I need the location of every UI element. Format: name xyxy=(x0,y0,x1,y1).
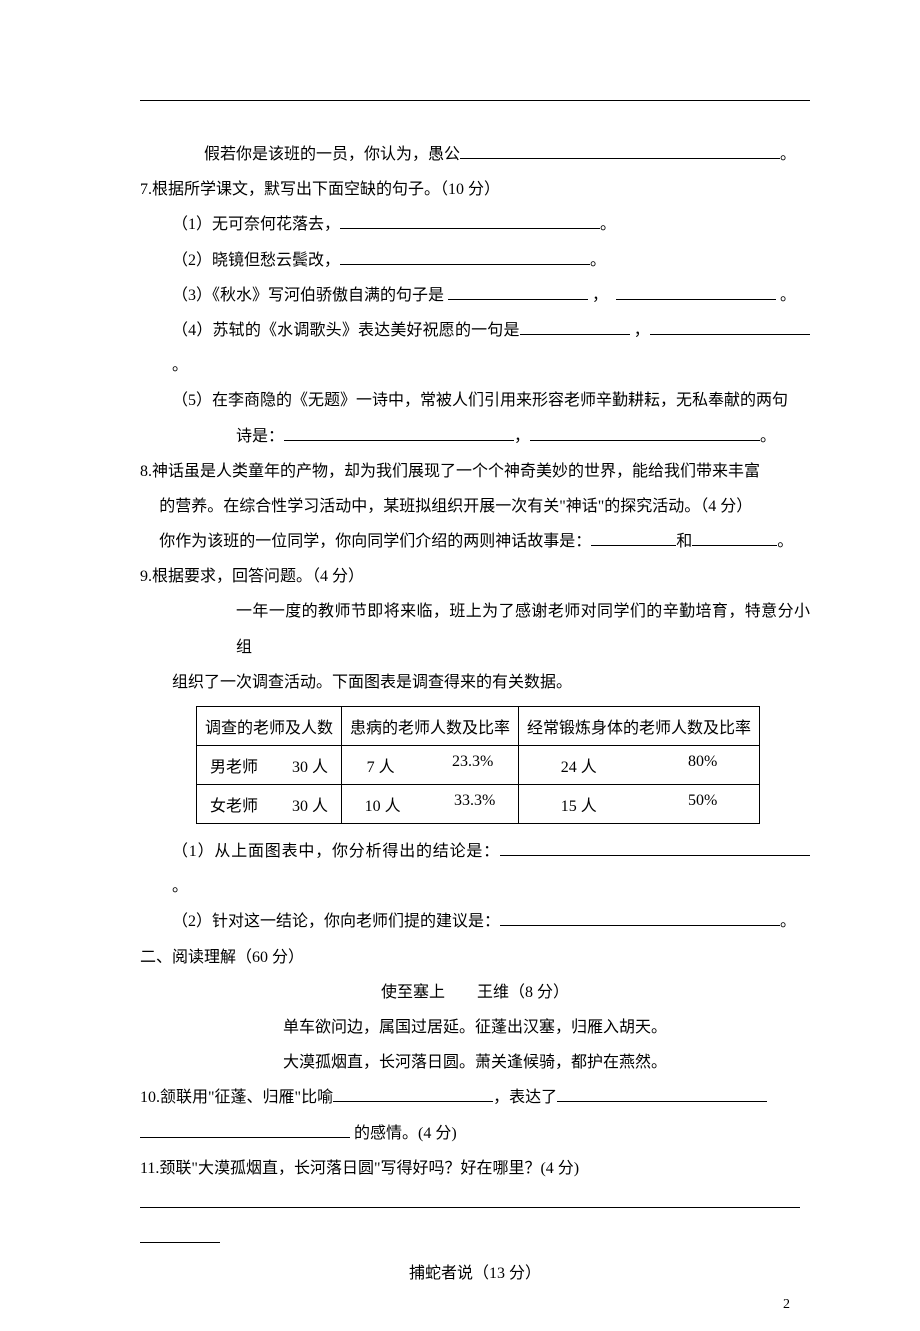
q8-l2: 的营养。在综合性学习活动中，某班拟组织开展一次有关"神话"的探究活动。（4 分） xyxy=(140,489,810,524)
blank xyxy=(340,212,600,229)
v: 50% xyxy=(688,792,717,816)
v: 80% xyxy=(688,753,717,777)
q7-1: （1）无可奈何花落去，。 xyxy=(140,207,810,242)
q7-4: （4）苏轼的《水调歌头》表达美好祝愿的一句是 ， 。 xyxy=(140,313,810,383)
v: 10 人 xyxy=(365,792,401,816)
q9-s2-text: （2）针对这一结论，你向老师们提的建议是： xyxy=(172,913,500,930)
blank xyxy=(530,424,760,441)
v: 24 人 xyxy=(561,753,597,777)
q9-p2: 组织了一次调查活动。下面图表是调查得来的有关数据。 xyxy=(140,665,810,700)
q7-3-text: （3）《秋水》写河伯骄傲自满的句子是 xyxy=(172,287,444,304)
q8-l3: 你作为该班的一位同学，你向同学们介绍的两则神话故事是：和。 xyxy=(140,524,810,559)
q8-l3a: 你作为该班的一位同学，你向同学们介绍的两则神话故事是： xyxy=(159,533,591,550)
cell: 15 人 50% xyxy=(519,785,760,824)
v: 23.3% xyxy=(452,753,493,777)
blank xyxy=(616,283,776,300)
table-row: 女老师 30 人 10 人 33.3% 15 人 50% xyxy=(197,785,760,824)
v: 男老师 xyxy=(210,753,258,777)
v: 30 人 xyxy=(292,753,328,777)
v: 女老师 xyxy=(210,792,258,816)
blank xyxy=(140,1226,220,1243)
blank xyxy=(650,318,810,335)
q7-5b: 诗是：，。 xyxy=(140,419,810,454)
passage-2-title: 捕蛇者说（13 分） xyxy=(140,1256,810,1291)
q7-5a: （5）在李商隐的《无题》一诗中，常被人们引用来形容老师辛勤耕耘，无私奉献的两句 xyxy=(140,383,810,418)
table-row: 调查的老师及人数 患病的老师人数及比率 经常锻炼身体的老师人数及比率 xyxy=(197,707,760,746)
q7-4-text: （4）苏轼的《水调歌头》表达美好祝愿的一句是 xyxy=(172,322,520,339)
q10-b: ，表达了 xyxy=(493,1089,557,1106)
cell: 男老师 30 人 xyxy=(197,746,342,785)
q7-2-text: （2）晓镜但愁云鬓改， xyxy=(172,252,340,269)
q8-l3b: 和 xyxy=(676,533,692,550)
v: 7 人 xyxy=(367,753,395,777)
v: 15 人 xyxy=(561,792,597,816)
header-rule xyxy=(140,100,810,101)
th-3: 经常锻炼身体的老师人数及比率 xyxy=(519,707,760,746)
blank xyxy=(500,839,810,856)
cell: 女老师 30 人 xyxy=(197,785,342,824)
q7-3: （3）《秋水》写河伯骄傲自满的句子是 ， 。 xyxy=(140,278,810,313)
q9-s1-text: （1）从上面图表中，你分析得出的结论是： xyxy=(172,843,500,860)
poem-l1: 单车欲问边，属国过居延。征蓬出汉塞，归雁入胡天。 xyxy=(140,1010,810,1045)
q10-a: 10.颔联用"征蓬、归雁"比喻 xyxy=(140,1089,333,1106)
blank xyxy=(340,248,590,265)
q9-table: 调查的老师及人数 患病的老师人数及比率 经常锻炼身体的老师人数及比率 男老师 30… xyxy=(140,706,810,824)
q10-c: 的感情。(4 分) xyxy=(350,1125,457,1142)
q10-cont: 的感情。(4 分) xyxy=(140,1116,810,1151)
q7-1-text: （1）无可奈何花落去， xyxy=(172,216,340,233)
blank xyxy=(333,1085,493,1102)
q8-l1: 8.神话虽是人类童年的产物，却为我们展现了一个个神奇美妙的世界，能给我们带来丰富 xyxy=(140,454,810,489)
blank xyxy=(460,142,780,159)
q11: 11.颈联"大漠孤烟直，长河落日圆"写得好吗？好在哪里？(4 分) xyxy=(140,1151,810,1186)
blank xyxy=(557,1085,767,1102)
q9-s1: （1）从上面图表中，你分析得出的结论是：。 xyxy=(140,834,810,904)
poem-l2: 大漠孤烟直，长河落日圆。萧关逢候骑，都护在燕然。 xyxy=(140,1045,810,1080)
blank xyxy=(140,1121,350,1138)
q7-5b-text: 诗是： xyxy=(236,428,284,445)
q10: 10.颔联用"征蓬、归雁"比喻 ，表达了 xyxy=(140,1080,810,1115)
section-2: 二、阅读理解（60 分） xyxy=(140,940,810,975)
q11-answer-line2 xyxy=(140,1221,810,1256)
q9-p1: 一年一度的教师节即将来临，班上为了感谢老师对同学们的辛勤培育，特意分小组 xyxy=(140,594,810,664)
intro-line: 假若你是该班的一员，你认为，愚公。 xyxy=(140,137,810,172)
q9-s2: （2）针对这一结论，你向老师们提的建议是：。 xyxy=(140,904,810,939)
q11-answer-line xyxy=(140,1186,810,1221)
cell: 7 人 23.3% xyxy=(342,746,519,785)
page-number: 2 xyxy=(783,1297,790,1313)
blank xyxy=(284,424,514,441)
cell: 24 人 80% xyxy=(519,746,760,785)
th-2: 患病的老师人数及比率 xyxy=(342,707,519,746)
blank xyxy=(448,283,588,300)
table-row: 男老师 30 人 7 人 23.3% 24 人 80% xyxy=(197,746,760,785)
q7-stem: 7.根据所学课文，默写出下面空缺的句子。（10 分） xyxy=(140,172,810,207)
blank xyxy=(140,1191,800,1208)
blank xyxy=(520,318,630,335)
blank xyxy=(591,529,676,546)
th-1: 调查的老师及人数 xyxy=(197,707,342,746)
cell: 10 人 33.3% xyxy=(342,785,519,824)
v: 30 人 xyxy=(292,792,328,816)
blank xyxy=(692,529,777,546)
v: 33.3% xyxy=(454,792,495,816)
intro-text: 假若你是该班的一员，你认为，愚公 xyxy=(204,146,460,163)
poem-title: 使至塞上 王维（8 分） xyxy=(140,975,810,1010)
blank xyxy=(500,909,780,926)
q7-2: （2）晓镜但愁云鬓改，。 xyxy=(140,243,810,278)
q9-stem: 9.根据要求，回答问题。（4 分） xyxy=(140,559,810,594)
